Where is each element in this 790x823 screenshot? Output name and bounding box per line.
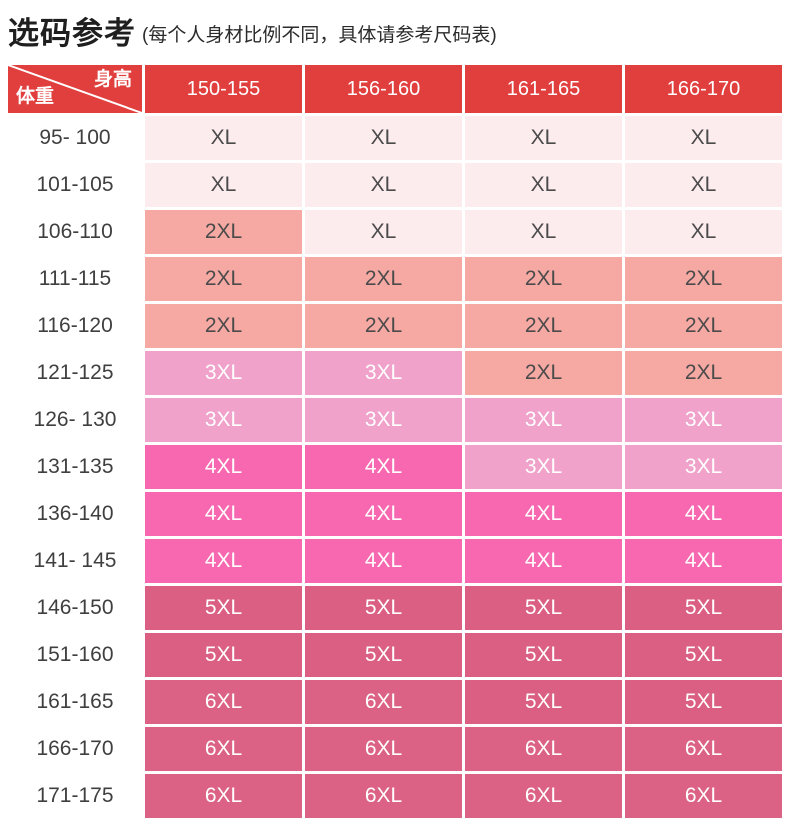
row-label-weight-range: 116-120 [8,304,142,348]
corner-cell: 身高 体重 [8,65,142,113]
size-cell: XL [465,116,622,160]
size-cell: XL [625,210,782,254]
row-label-weight-range: 95- 100 [8,116,142,160]
size-cell: XL [145,116,302,160]
row-label-weight-range: 146-150 [8,586,142,630]
size-cell: 3XL [625,398,782,442]
page-subtitle: (每个人身材比例不同，具体请参考尺码表) [142,24,497,46]
size-cell: XL [305,116,462,160]
size-cell: 6XL [145,680,302,724]
size-cell: 5XL [625,680,782,724]
size-cell: XL [625,163,782,207]
row-label-weight-range: 126- 130 [8,398,142,442]
size-cell: 6XL [305,680,462,724]
size-cell: XL [145,163,302,207]
size-cell: 2XL [465,351,622,395]
size-cell: 3XL [305,351,462,395]
size-cell: 2XL [305,304,462,348]
row-label-weight-range: 166-170 [8,727,142,771]
row-label-weight-range: 171-175 [8,774,142,818]
size-cell: 5XL [625,586,782,630]
title-row: 选码参考 (每个人身材比例不同，具体请参考尺码表) [8,0,782,58]
size-cell: 5XL [145,586,302,630]
size-cell: 3XL [305,398,462,442]
size-cell: 4XL [145,539,302,583]
size-cell: 5XL [465,586,622,630]
size-cell: 2XL [625,257,782,301]
row-label-weight-range: 121-125 [8,351,142,395]
size-cell: 6XL [145,727,302,771]
column-header-height-range: 161-165 [465,65,622,113]
size-cell: 4XL [145,492,302,536]
size-cell: 3XL [145,351,302,395]
size-cell: 4XL [465,492,622,536]
corner-label-weight: 体重 [16,86,55,107]
size-cell: 5XL [465,633,622,677]
size-cell: XL [625,116,782,160]
size-cell: 5XL [305,586,462,630]
size-cell: 4XL [305,492,462,536]
row-label-weight-range: 131-135 [8,445,142,489]
size-cell: 5XL [465,680,622,724]
size-cell: 2XL [305,257,462,301]
size-cell: 6XL [465,774,622,818]
size-cell: 2XL [145,304,302,348]
size-cell: 6XL [625,727,782,771]
size-cell: XL [465,163,622,207]
size-cell: 5XL [305,633,462,677]
corner-label-height: 身高 [93,69,132,90]
size-cell: 2XL [145,257,302,301]
size-cell: 6XL [305,774,462,818]
row-label-weight-range: 141- 145 [8,539,142,583]
size-cell: 2XL [625,351,782,395]
size-cell: 6XL [465,727,622,771]
row-label-weight-range: 161-165 [8,680,142,724]
size-cell: 4XL [145,445,302,489]
size-cell: 2XL [465,304,622,348]
column-header-height-range: 156-160 [305,65,462,113]
size-cell: 2XL [625,304,782,348]
page-title: 选码参考 [8,15,136,51]
size-cell: XL [305,163,462,207]
size-cell: 3XL [625,445,782,489]
row-label-weight-range: 151-160 [8,633,142,677]
size-table: 身高 体重 150-155 156-160 161-165 166-170 95- 10… [8,65,782,818]
size-cell: 3XL [465,398,622,442]
size-cell: XL [305,210,462,254]
diagonal-divider-line [8,65,142,113]
column-header-height-range: 150-155 [145,65,302,113]
size-cell: 4XL [305,539,462,583]
column-header-height-range: 166-170 [625,65,782,113]
row-label-weight-range: 136-140 [8,492,142,536]
size-cell: 6XL [625,774,782,818]
size-cell: 3XL [465,445,622,489]
row-label-weight-range: 106-110 [8,210,142,254]
size-cell: 4XL [625,539,782,583]
size-cell: 6XL [145,774,302,818]
size-cell: 4XL [305,445,462,489]
row-label-weight-range: 101-105 [8,163,142,207]
size-cell: 4XL [625,492,782,536]
row-label-weight-range: 111-115 [8,257,142,301]
size-cell: 2XL [145,210,302,254]
size-cell: XL [465,210,622,254]
size-cell: 3XL [145,398,302,442]
size-cell: 6XL [305,727,462,771]
size-cell: 2XL [465,257,622,301]
size-cell: 5XL [625,633,782,677]
size-cell: 5XL [145,633,302,677]
size-cell: 4XL [465,539,622,583]
